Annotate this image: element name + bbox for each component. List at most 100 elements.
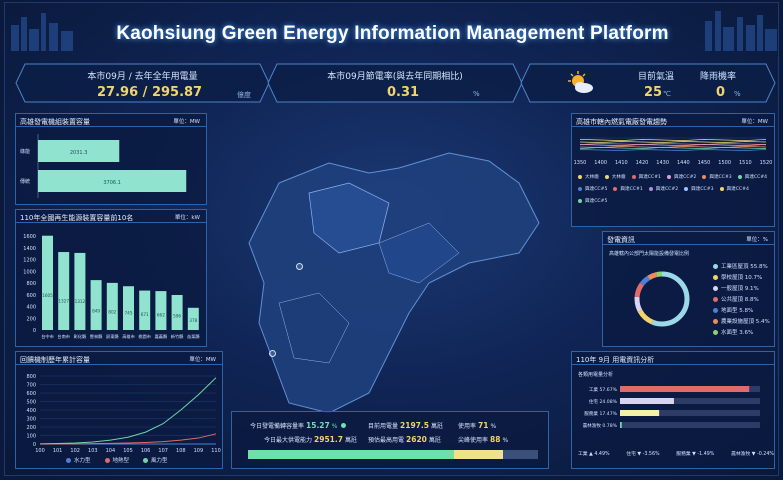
legend-item[interactable]: 興達CC#2	[648, 186, 678, 192]
x-tick-label: 1410	[615, 160, 628, 166]
stat-current-usage: 目前用電量 2197.5 萬瓩	[368, 421, 443, 430]
y-tick-label: 800	[26, 374, 36, 380]
legend-item[interactable]: 水面型 3.6%	[713, 328, 770, 336]
legend-item[interactable]: 興達CC#4	[737, 174, 767, 180]
legend-item[interactable]: 興達CC#1	[613, 186, 643, 192]
x-tick-label: 100	[35, 448, 45, 454]
gen-info-donut[interactable]	[631, 268, 693, 330]
legend-item[interactable]: 興達CC#5	[578, 186, 607, 192]
bar-value: 2031.3	[70, 150, 88, 156]
realtime-gen-legend: 大林廠 大林廠 興達CC#1 興達CC#2 興達CC#3 興達CC#4 興達CC#5 興達CC…	[578, 174, 774, 204]
legend-swatch	[578, 175, 582, 179]
legend-item[interactable]: 地面型 5.8%	[713, 306, 770, 314]
usage-change: 服務業 ▼ -1.49%	[676, 452, 715, 457]
usage-analysis-chart[interactable]: 工業 57.67% 住宅 24.08% 服務業 17.47% 農林漁牧 0.78%	[572, 382, 774, 436]
y-tick-label: 1600	[23, 234, 36, 240]
legend-item[interactable]: 公共屋頂 8.8%	[713, 295, 770, 303]
y-tick-label: 400	[26, 408, 36, 414]
y-tick-label: 700	[26, 383, 36, 389]
donut-slice	[634, 271, 690, 327]
bar-track	[620, 422, 760, 428]
bar	[106, 282, 118, 330]
legend-item[interactable]: 農業設施屋頂 5.4%	[713, 317, 770, 325]
legend-item[interactable]: 水力型	[66, 456, 91, 464]
legend-item[interactable]: 興達CC#3	[684, 186, 714, 192]
bar-value: 671	[141, 312, 149, 317]
bar-value: 378	[189, 318, 197, 323]
divider	[572, 126, 774, 127]
legend-item[interactable]: 一般屋頂 9.1%	[713, 284, 770, 292]
legend-item[interactable]: 風力型	[143, 456, 168, 464]
legend-label: 興達CC#3	[709, 175, 732, 180]
realtime-gen-chart[interactable]: 1350 1400 1410 1420 1430 1440 1450 1500 1510 1520	[572, 128, 774, 172]
bar	[38, 170, 187, 192]
series-line	[579, 147, 767, 149]
legend-swatch	[713, 263, 718, 269]
bar	[74, 252, 86, 330]
x-tick-label: 103	[88, 448, 98, 454]
divider	[572, 364, 774, 365]
y-tick-label: 300	[26, 417, 36, 423]
stat-label: 今日發電備轉容量率	[250, 423, 305, 430]
stat-unit: 萬瓩	[344, 437, 357, 444]
legend-item[interactable]: 興達CC#5	[578, 198, 607, 204]
y-tick-label: 200	[26, 425, 36, 431]
series-line	[579, 146, 767, 148]
legend-label: 地熱型	[112, 458, 130, 464]
x-tick-label: 1420	[636, 160, 649, 166]
stat-max-supply: 今日最大供電能力 2951.7 萬瓩	[264, 435, 357, 444]
legend-label: 興達CC#5	[585, 199, 608, 204]
usage-footer: 工業 ▲ 4.49% 住宅 ▼ -3.56% 服務業 ▼ -1.49% 農林漁牧 ▼ …	[578, 450, 774, 457]
legend-swatch	[578, 199, 582, 203]
legend-item[interactable]: 興達CC#3	[702, 174, 732, 180]
y-tick-label: 500	[26, 400, 36, 406]
bar-value: 662	[157, 312, 165, 317]
y-tick-label: 200	[26, 316, 36, 322]
legend-swatch	[143, 457, 149, 463]
divider	[16, 364, 222, 365]
series-line	[579, 144, 767, 146]
rain-label: 降雨機率	[700, 72, 737, 82]
stat-label: 預估最高用電	[368, 437, 405, 444]
stat-reserve: 今日發電備轉容量率 15.27%	[250, 421, 347, 430]
legend-item[interactable]: 興達CC#2	[666, 174, 696, 180]
legend-label: 風力型	[151, 458, 168, 464]
top10-chart[interactable]: 0 200 400 600 800 1000 1200 1400 1600 1605 台中市 1327…	[16, 224, 206, 346]
legend-item[interactable]: 地熱型	[104, 456, 130, 464]
kaohsiung-map[interactable]	[219, 113, 569, 413]
gen-capacity-chart[interactable]: 綠能 2031.3 傳統 3706.1	[16, 130, 206, 202]
divider	[16, 126, 206, 127]
stat-value: 2951.7	[314, 435, 343, 444]
stat-value: 15.27	[306, 421, 330, 430]
divider	[16, 222, 206, 223]
category-label: 綠能	[20, 148, 30, 155]
x-tick-label: 屏東縣	[106, 333, 119, 340]
bar	[139, 290, 151, 330]
kpi-usage-total: 295.87	[151, 85, 203, 100]
usage-change: 工業 ▲ 4.49%	[578, 452, 610, 457]
status-light-icon	[341, 423, 347, 428]
y-tick-label: 600	[26, 293, 36, 299]
usage-progress-fill	[248, 450, 454, 459]
legend-item[interactable]: 工業區屋頂 55.8%	[713, 262, 770, 270]
x-tick-label: 台中市	[41, 333, 54, 340]
x-tick-label: 彰化縣	[74, 333, 87, 340]
x-tick-label: 雲林縣	[90, 333, 103, 340]
dashboard-frame: Kaohsiung Green Energy Information Manag…	[4, 2, 779, 476]
legend-label: 學校屋頂 10.7%	[721, 275, 763, 281]
legend-item[interactable]: 興達CC#4	[719, 186, 749, 192]
bar	[620, 398, 674, 404]
legend-item[interactable]: 興達CC#1	[631, 174, 661, 180]
legend-swatch	[666, 175, 671, 179]
panel-unit: 單位：MW	[741, 119, 768, 125]
series-line	[579, 143, 767, 145]
legend-item[interactable]: 學校屋頂 10.7%	[713, 273, 770, 281]
panel-usage-analysis: 110年 9月 用電資訊分析 各類用電量分析 工業 57.67% 住宅 24.08…	[571, 351, 775, 469]
legend-item[interactable]: 大林廠	[604, 174, 626, 180]
legend-item[interactable]: 大林廠	[578, 174, 599, 180]
map-marker[interactable]	[269, 350, 276, 357]
map-marker[interactable]	[296, 263, 303, 270]
legend-swatch	[613, 187, 618, 191]
legend-label: 興達CC#4	[726, 187, 749, 192]
